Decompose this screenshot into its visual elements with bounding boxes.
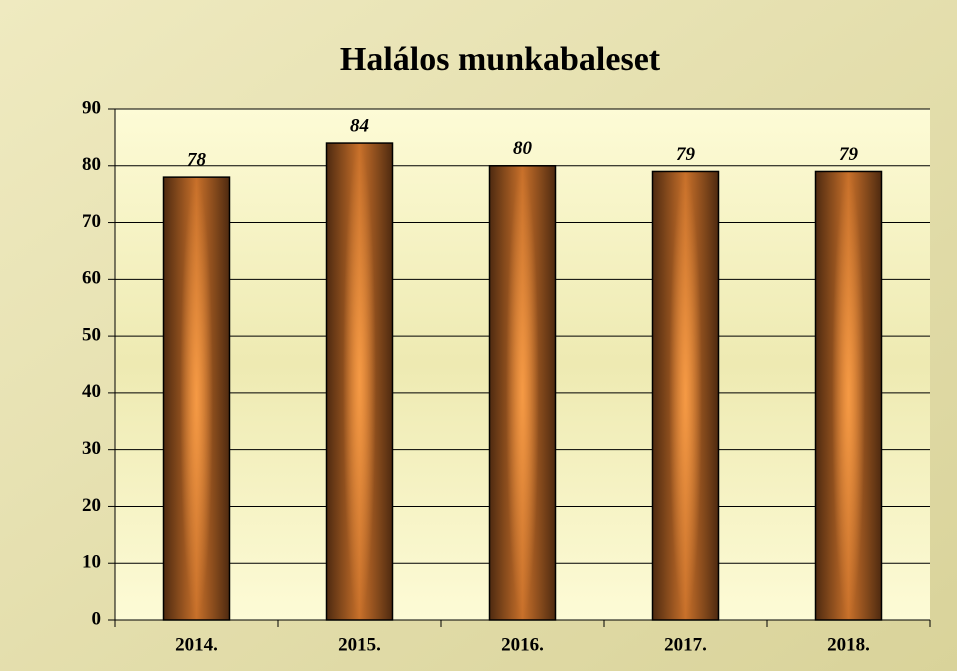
y-tick-label: 20: [82, 495, 101, 516]
y-tick-label: 10: [82, 552, 101, 573]
x-tick-label: 2016.: [501, 634, 544, 655]
x-tick-label: 2015.: [338, 634, 381, 655]
y-tick-label: 90: [82, 97, 101, 118]
y-tick-label: 70: [82, 211, 101, 232]
y-tick-label: 30: [82, 438, 101, 459]
bar-glow: [489, 165, 556, 620]
y-tick-label: 60: [82, 268, 101, 289]
x-tick-label: 2017.: [664, 634, 707, 655]
x-tick-label: 2018.: [827, 634, 870, 655]
data-label: 78: [187, 149, 207, 170]
data-label: 80: [513, 138, 533, 159]
y-tick-label: 40: [82, 381, 101, 402]
bar-glow: [815, 171, 882, 620]
y-tick-label: 0: [92, 608, 102, 629]
bar-glow: [163, 177, 230, 620]
data-label: 79: [839, 144, 859, 165]
x-tick-label: 2014.: [175, 634, 218, 655]
y-tick-label: 50: [82, 324, 101, 345]
data-label: 79: [676, 144, 696, 165]
bar-glow: [652, 171, 719, 620]
chart-title: Halálos munkabaleset: [340, 41, 661, 78]
data-label: 84: [350, 115, 369, 136]
y-tick-label: 80: [82, 154, 101, 175]
bar-glow: [326, 143, 393, 621]
